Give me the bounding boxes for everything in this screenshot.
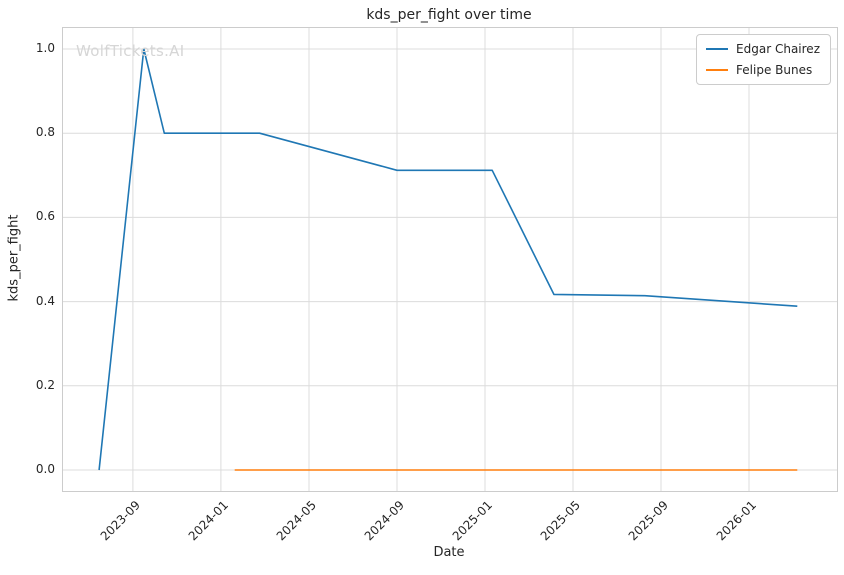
chart-title: kds_per_fight over time [366,7,532,23]
legend-swatch [706,69,729,71]
x-tick-label: 2024-01 [185,498,231,544]
x-tick-label: 2025-05 [537,498,583,544]
legend-item: Edgar Chairez [706,42,820,56]
watermark: WolfTickets.AI [76,42,185,60]
y-tick-label: 0.0 [35,462,55,476]
legend-label-felipe-bunes: Felipe Bunes [736,63,813,77]
y-tick-label: 1.0 [35,41,55,55]
y-tick-label: 0.2 [35,377,55,392]
legend-label-edgar-chairez: Edgar Chairez [736,42,820,56]
legend-item: Felipe Bunes [706,63,820,77]
x-tick-label: 2023-09 [97,498,143,544]
series-line-edgar-chairez [98,48,798,471]
y-tick-label: 0.4 [35,293,55,308]
y-axis-label: kds_per_fight [6,214,22,302]
x-tick-label: 2025-09 [625,498,671,544]
y-tick-label: 0.8 [35,125,55,140]
legend-swatch [706,48,729,50]
x-tick-label: 2024-09 [361,498,407,544]
plot-area: WolfTickets.AI Edgar Chairez Felipe Bune… [36,27,838,543]
plot-canvas [63,28,837,491]
x-tick-label: 2024-05 [273,498,319,544]
x-tick-label: 2025-01 [449,498,495,544]
x-axis-label: Date [433,545,465,560]
x-tick-label: 2026-01 [713,498,759,544]
y-tick-label: 0.6 [35,209,55,224]
legend: Edgar Chairez Felipe Bunes [696,34,831,85]
